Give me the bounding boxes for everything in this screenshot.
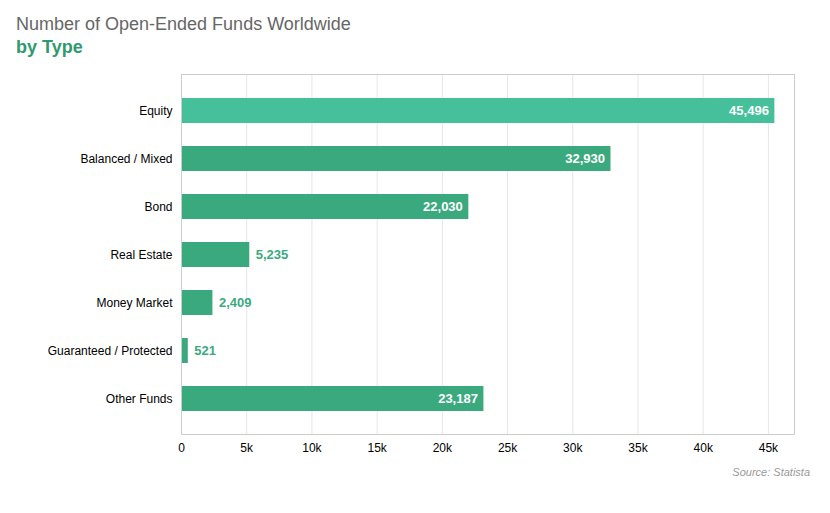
svg-text:Balanced / Mixed: Balanced / Mixed (80, 152, 172, 166)
html-text:Number of Open-Ended Funds Wor: Number of Open-Ended Funds Worldwide (16, 14, 351, 34)
svg-text:521: 521 (194, 343, 216, 358)
svg-text:25k: 25k (498, 441, 518, 455)
svg-text:22,030: 22,030 (423, 199, 463, 214)
svg-text:5,235: 5,235 (256, 247, 289, 262)
svg-text:45,496: 45,496 (729, 103, 769, 118)
svg-text:2,409: 2,409 (219, 295, 252, 310)
svg-text:5k: 5k (240, 441, 254, 455)
svg-text:32,930: 32,930 (565, 151, 605, 166)
svg-text:15k: 15k (367, 441, 387, 455)
svg-text:40k: 40k (694, 441, 714, 455)
svg-text:23,187: 23,187 (438, 391, 478, 406)
svg-text:35k: 35k (628, 441, 648, 455)
svg-text:20k: 20k (433, 441, 453, 455)
svg-text:Money Market: Money Market (96, 296, 173, 310)
html-text:by Type: by Type (16, 37, 83, 57)
svg-text:0: 0 (178, 441, 185, 455)
svg-text:Equity: Equity (139, 104, 172, 118)
svg-text:Guaranteed / Protected: Guaranteed / Protected (48, 344, 173, 358)
html-text:Source: Statista: Source: Statista (732, 466, 810, 478)
svg-text:45k: 45k (759, 441, 779, 455)
svg-text:30k: 30k (563, 441, 583, 455)
svg-text:Other Funds: Other Funds (106, 392, 173, 406)
svg-text:Real Estate: Real Estate (110, 248, 172, 262)
svg-text:10k: 10k (302, 441, 322, 455)
svg-text:Bond: Bond (144, 200, 172, 214)
